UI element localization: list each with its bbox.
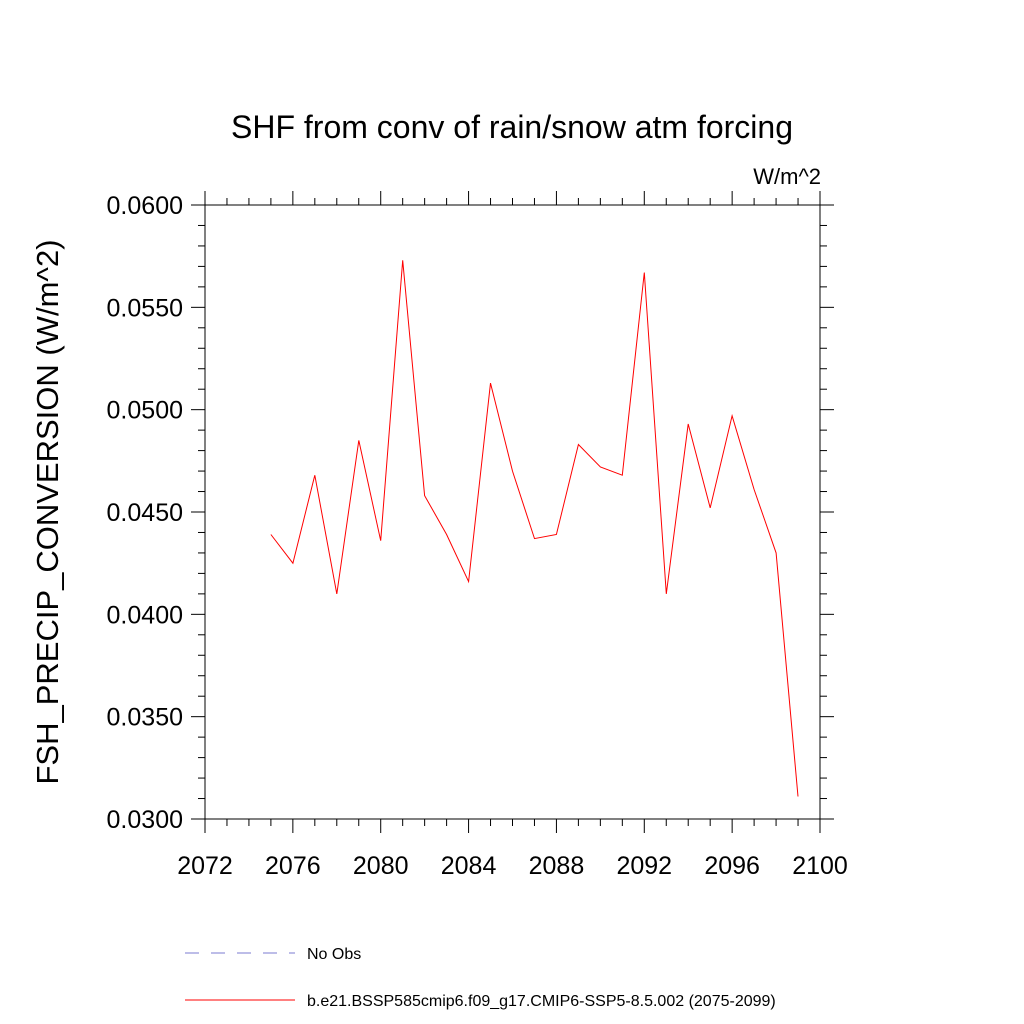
chart-title: SHF from conv of rain/snow atm forcing <box>231 109 793 145</box>
units-label: W/m^2 <box>753 164 821 189</box>
x-tick-label: 2080 <box>353 852 409 880</box>
y-tick-label: 0.0550 <box>107 294 183 322</box>
x-tick-label: 2072 <box>177 852 233 880</box>
y-tick-label: 0.0300 <box>107 806 183 834</box>
y-tick-label: 0.0450 <box>107 499 183 527</box>
y-tick-label: 0.0600 <box>107 192 183 220</box>
plot-frame <box>204 204 821 820</box>
x-tick-label: 2084 <box>441 852 497 880</box>
x-tick-label: 2096 <box>704 852 760 880</box>
x-tick-label: 2088 <box>529 852 585 880</box>
x-tick-label: 2076 <box>265 852 321 880</box>
series-line <box>270 260 799 797</box>
legend: No Obs b.e21.BSSP585cmip6.f09_g17.CMIP6-S… <box>185 946 776 1010</box>
x-tick-label: 2092 <box>616 852 672 880</box>
y-tick-label: 0.0500 <box>107 397 183 425</box>
series-layer <box>270 260 799 797</box>
legend-label: No Obs <box>307 946 361 963</box>
legend-label: b.e21.BSSP585cmip6.f09_g17.CMIP6-SSP5-8.… <box>307 993 776 1010</box>
y-tick-label: 0.0400 <box>107 601 183 629</box>
y-axis-label: FSH_PRECIP_CONVERSION (W/m^2) <box>30 239 65 784</box>
y-tick-label: 0.0350 <box>107 704 183 732</box>
axis-ticks: 2072 2076 2080 2084 2088 2092 2096 2100 0.0300 0.… <box>107 191 848 880</box>
x-tick-label: 2100 <box>792 852 848 880</box>
